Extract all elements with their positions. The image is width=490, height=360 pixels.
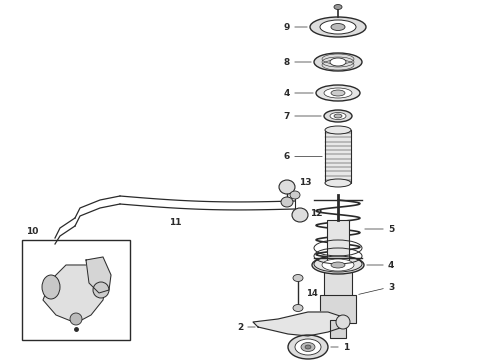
Bar <box>325 130 351 183</box>
Text: 10: 10 <box>26 227 38 236</box>
Ellipse shape <box>320 20 356 34</box>
Ellipse shape <box>292 208 308 222</box>
Ellipse shape <box>325 126 351 134</box>
Ellipse shape <box>312 256 364 274</box>
Polygon shape <box>86 257 111 293</box>
Ellipse shape <box>93 282 109 298</box>
Bar <box>330 320 346 338</box>
Ellipse shape <box>336 315 350 329</box>
Ellipse shape <box>334 5 342 9</box>
Ellipse shape <box>295 339 321 355</box>
Text: 12: 12 <box>310 208 322 217</box>
Text: 4: 4 <box>388 261 394 270</box>
Ellipse shape <box>324 110 352 122</box>
Ellipse shape <box>322 259 354 271</box>
Ellipse shape <box>324 88 352 98</box>
Polygon shape <box>253 312 343 336</box>
Polygon shape <box>43 265 106 323</box>
Text: 1: 1 <box>343 342 349 351</box>
Ellipse shape <box>288 335 328 359</box>
Ellipse shape <box>42 275 60 299</box>
Ellipse shape <box>301 342 315 351</box>
Text: 7: 7 <box>284 112 290 121</box>
Ellipse shape <box>334 114 342 118</box>
Ellipse shape <box>331 262 345 268</box>
Ellipse shape <box>290 191 300 199</box>
Bar <box>320 295 356 323</box>
Text: 8: 8 <box>284 58 290 67</box>
Text: 6: 6 <box>284 152 290 161</box>
Ellipse shape <box>331 23 345 31</box>
Text: 13: 13 <box>299 177 312 186</box>
Ellipse shape <box>330 112 346 120</box>
Text: 14: 14 <box>306 288 318 297</box>
Bar <box>327 220 349 265</box>
Ellipse shape <box>330 58 346 66</box>
Text: 5: 5 <box>388 225 394 234</box>
Bar <box>324 265 352 320</box>
Ellipse shape <box>70 313 82 325</box>
Text: 9: 9 <box>284 23 290 32</box>
Bar <box>22 240 130 340</box>
Ellipse shape <box>331 90 345 96</box>
Text: 3: 3 <box>388 284 394 292</box>
Ellipse shape <box>310 17 366 37</box>
Ellipse shape <box>293 274 303 282</box>
Ellipse shape <box>325 179 351 187</box>
Ellipse shape <box>281 197 293 207</box>
Text: 11: 11 <box>169 218 181 227</box>
Text: 4: 4 <box>284 89 290 98</box>
Ellipse shape <box>293 305 303 311</box>
Ellipse shape <box>316 85 360 101</box>
Ellipse shape <box>279 180 295 194</box>
Ellipse shape <box>305 345 311 349</box>
Text: 2: 2 <box>237 323 243 332</box>
Ellipse shape <box>314 53 362 71</box>
